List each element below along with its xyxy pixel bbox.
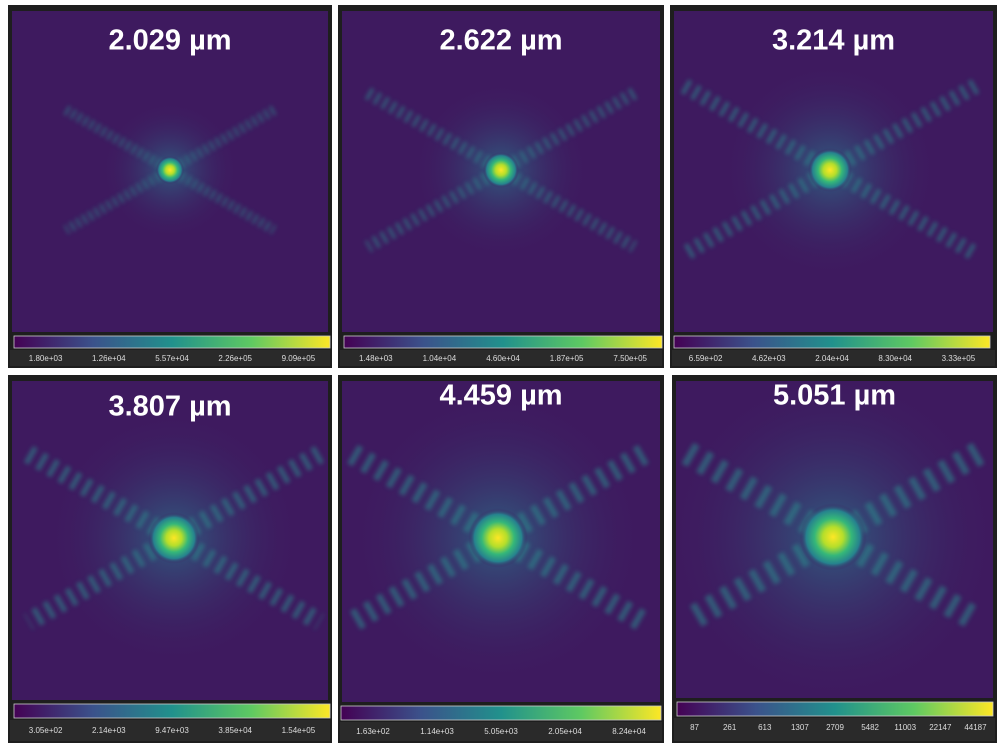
panel: 4.459 µm 1.63e+02 1.14e+03 5.05e+03 2.05e+04… (338, 370, 664, 743)
colorbar-tick-label: 1.04e+04 (423, 354, 457, 363)
colorbar-tick-label: 7.50e+05 (613, 354, 647, 363)
colorbar (673, 335, 991, 349)
colorbar-tick-label: 1.48e+03 (359, 354, 393, 363)
psf-core (799, 503, 867, 571)
panel: 2.029 µm 1.80e+03 1.26e+04 5.57e+04 2.26e+05… (8, 5, 332, 368)
psf-core (483, 152, 519, 188)
psf-core (148, 512, 200, 564)
colorbar (676, 701, 994, 717)
colorbar-tick-label: 2.14e+03 (92, 726, 126, 735)
colorbar (340, 705, 662, 721)
colorbar-tick-label: 8.24e+04 (612, 727, 646, 736)
colorbar-tick-label: 3.33e+05 (942, 354, 976, 363)
panel: 3.214 µm 6.59e+02 4.62e+03 2.04e+04 8.30e+04… (670, 2, 997, 368)
colorbar-tick-label: 11003 (894, 723, 916, 732)
colorbar-tick-label: 1.87e+05 (550, 354, 584, 363)
colorbar-tick-label: 87 (690, 723, 699, 732)
colorbar-tick-label: 2.04e+04 (815, 354, 849, 363)
panel: 2.622 µm 1.48e+03 1.04e+04 4.60e+04 1.87e+05… (338, 5, 664, 368)
colorbar-tick-label: 22147 (929, 723, 952, 732)
colorbar-tick-label: 4.62e+03 (752, 354, 786, 363)
colorbar-tick-label: 5.57e+04 (155, 354, 189, 363)
colorbar-tick-label: 613 (758, 723, 772, 732)
colorbar-tick-label: 1.54e+05 (282, 726, 316, 735)
panel-title: 5.051 µm (773, 380, 896, 412)
panel-title: 2.622 µm (439, 25, 562, 57)
panel-title: 3.214 µm (772, 25, 895, 57)
colorbar-label-strip (10, 350, 330, 366)
colorbar-tick-label: 6.59e+02 (689, 354, 723, 363)
psf-core (156, 156, 184, 184)
panel-title: 4.459 µm (439, 380, 562, 412)
panel-title: 2.029 µm (108, 25, 231, 57)
colorbar-tick-label: 1.26e+04 (92, 354, 126, 363)
colorbar-tick-label: 1.14e+03 (420, 727, 454, 736)
colorbar-tick-label: 3.85e+04 (218, 726, 252, 735)
colorbar-tick-label: 5.05e+03 (484, 727, 518, 736)
colorbar-tick-label: 1.63e+02 (356, 727, 390, 736)
psf-core (468, 508, 528, 568)
colorbar (343, 335, 663, 349)
colorbar-tick-label: 261 (723, 723, 737, 732)
colorbar-tick-label: 2.26e+05 (218, 354, 252, 363)
colorbar-tick-label: 44187 (964, 723, 987, 732)
colorbar-tick-label: 8.30e+04 (878, 354, 912, 363)
colorbar-label-strip (10, 720, 330, 741)
colorbar-tick-label: 9.47e+03 (155, 726, 189, 735)
colorbar-tick-label: 1.80e+03 (29, 354, 63, 363)
colorbar-label-strip (674, 718, 995, 741)
panel: 3.807 µm 3.05e+02 2.14e+03 9.47e+03 3.85e+04… (8, 370, 332, 743)
panel-title: 3.807 µm (108, 391, 231, 423)
colorbar-tick-label: 5482 (861, 723, 879, 732)
colorbar-label-strip (340, 722, 662, 741)
colorbar-tick-label: 3.05e+02 (29, 726, 63, 735)
colorbar-tick-label: 9.09e+05 (282, 354, 316, 363)
colorbar-tick-label: 2.05e+04 (548, 727, 582, 736)
colorbar-label-strip (672, 350, 995, 366)
colorbar-tick-label: 1307 (791, 723, 809, 732)
psf-core (808, 148, 852, 192)
panel: 5.051 µm 87 261 613 1307 2709 5482 11003 22147 44… (665, 369, 1000, 743)
colorbar-label-strip (340, 350, 662, 366)
colorbar-tick-label: 2709 (826, 723, 844, 732)
colorbar-tick-label: 4.60e+04 (486, 354, 520, 363)
colorbar (13, 335, 331, 349)
colorbar (13, 703, 331, 719)
